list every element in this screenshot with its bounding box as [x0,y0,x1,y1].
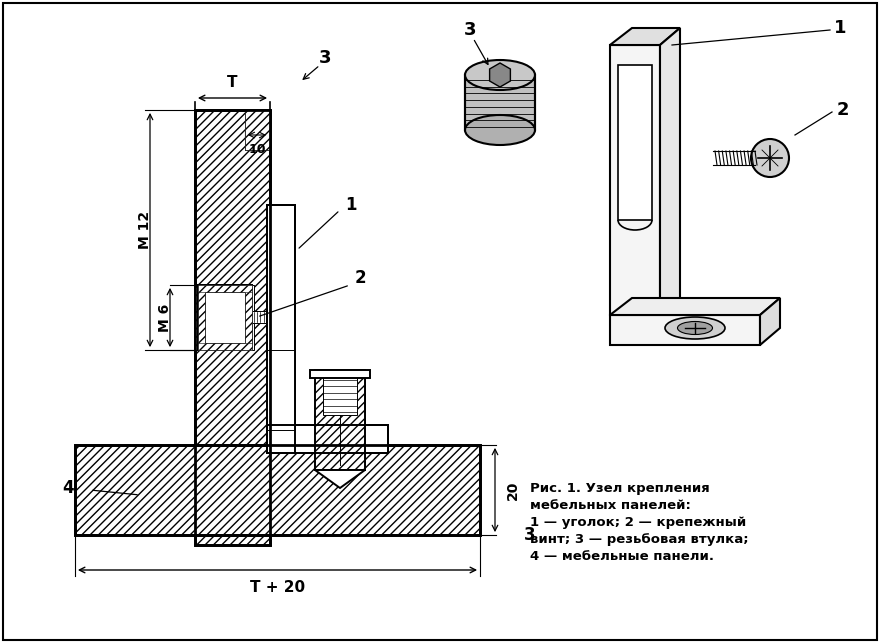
Bar [315,370,365,470]
Bar [245,110,270,150]
Text: 3: 3 [524,526,536,544]
Ellipse shape [678,322,713,334]
Ellipse shape [665,317,725,339]
Bar [267,205,295,453]
Bar [315,427,365,447]
Polygon shape [610,315,760,345]
Bar [245,110,270,150]
Bar [198,285,205,350]
Bar [75,445,480,535]
Bar [198,343,252,350]
Text: 20: 20 [506,480,520,500]
Text: Рис. 1. Узел крепления: Рис. 1. Узел крепления [530,482,710,495]
Bar [267,425,388,453]
Bar [267,205,295,453]
Text: 10: 10 [249,143,267,156]
Bar [198,343,252,350]
Text: 3: 3 [464,21,476,39]
Bar [315,370,365,470]
Text: 4: 4 [62,479,74,497]
Bar [198,285,252,292]
Bar [195,110,270,545]
Polygon shape [610,298,780,315]
Bar [205,292,245,343]
Polygon shape [315,470,365,488]
Bar [195,285,205,350]
Polygon shape [760,298,780,345]
Polygon shape [618,65,652,220]
Bar [195,110,270,545]
Bar [198,285,252,292]
Ellipse shape [751,139,789,177]
Bar [245,285,252,350]
Bar [465,75,535,130]
Text: T + 20: T + 20 [250,580,305,595]
Text: T: T [227,75,238,90]
Text: винт; 3 — резьбовая втулка;: винт; 3 — резьбовая втулка; [530,533,749,546]
Bar [198,285,252,350]
Bar [267,425,388,453]
Ellipse shape [465,115,535,145]
Bar [323,370,357,415]
Bar [310,370,370,378]
Bar [197,285,254,350]
Text: 2: 2 [837,101,849,119]
Text: 4 — мебельные панели.: 4 — мебельные панели. [530,550,714,563]
Polygon shape [610,28,680,45]
Text: мебельных панелей:: мебельных панелей: [530,499,691,512]
Bar [252,311,272,323]
Bar [198,285,252,350]
Bar [205,292,245,343]
Text: М 12: М 12 [138,211,152,249]
Text: М 6: М 6 [158,303,172,332]
Bar [198,285,205,350]
Polygon shape [610,45,660,315]
Text: 1: 1 [345,196,356,214]
Bar [75,445,480,535]
Bar [267,350,295,430]
Text: 3: 3 [319,49,331,67]
Polygon shape [660,28,680,315]
Ellipse shape [465,60,535,90]
Bar [245,285,252,350]
Bar [198,285,252,350]
Text: 2: 2 [355,269,367,287]
Text: 1: 1 [833,19,847,37]
Text: 1 — уголок; 2 — крепежный: 1 — уголок; 2 — крепежный [530,516,746,529]
